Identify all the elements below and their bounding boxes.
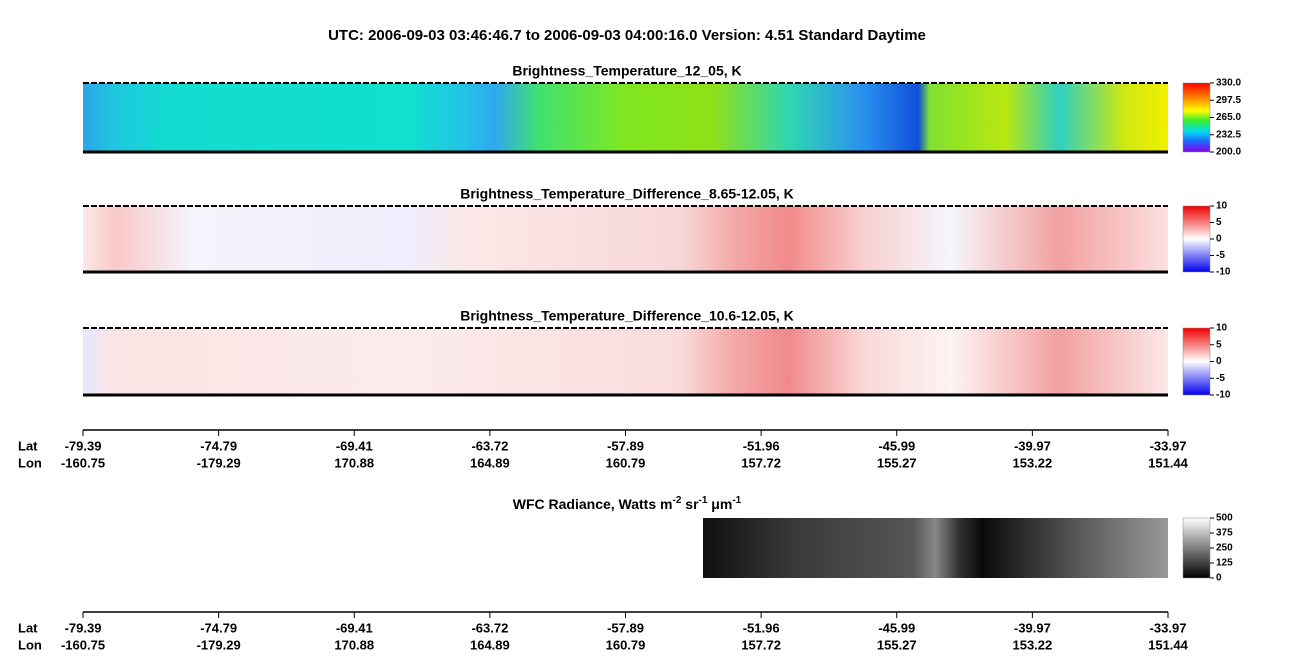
lon-value: -179.29 — [197, 637, 241, 652]
panel-title: Brightness_Temperature_12_05, K — [512, 63, 741, 79]
lat-label: Lat — [18, 438, 38, 453]
title-part: μm — [707, 496, 732, 512]
title-part: -1 — [699, 495, 708, 506]
lat-value: -45.99 — [878, 438, 915, 453]
image — [703, 518, 1168, 578]
lat-value: -79.39 — [65, 620, 102, 635]
colorbar-label: 297.5 — [1216, 95, 1241, 106]
colorbar — [1182, 205, 1211, 273]
colorbar-label: 5 — [1216, 339, 1222, 350]
plots: Brightness_Temperature_12_05, K 330.0 297.… — [18, 63, 1241, 653]
lat-value: -33.97 — [1150, 620, 1187, 635]
lon-label: Lon — [18, 637, 42, 652]
lat-label: Lat — [18, 620, 38, 635]
image — [83, 206, 1168, 272]
lon-value: 157.72 — [741, 455, 781, 470]
lon-value: 160.79 — [606, 455, 646, 470]
colorbar-label: -10 — [1216, 390, 1231, 401]
page-title: UTC: 2006-09-03 03:46:46.7 to 2006-09-03… — [328, 27, 926, 44]
panel-title: WFC Radiance, Watts m-2 sr-1 μm-1 — [513, 495, 742, 512]
colorbar-label: 10 — [1216, 201, 1228, 212]
colorbar-label: 10 — [1216, 323, 1228, 334]
colorbar-label: 200.0 — [1216, 147, 1241, 158]
lat-value: -51.96 — [743, 438, 780, 453]
panel-title: Brightness_Temperature_Difference_8.65-1… — [460, 186, 794, 202]
colorbar-label: -5 — [1216, 250, 1225, 261]
image — [83, 83, 1168, 152]
colorbar — [1182, 327, 1211, 396]
lon-value: 170.88 — [334, 637, 374, 652]
colorbar-label: 330.0 — [1216, 78, 1241, 89]
lat-value: -57.89 — [607, 438, 644, 453]
lat-value: -63.72 — [471, 438, 508, 453]
colorbar-label: 375 — [1216, 528, 1233, 539]
lat-value: -74.79 — [200, 438, 237, 453]
lon-value: 155.27 — [877, 637, 917, 652]
title-part: sr — [681, 496, 699, 512]
lat-value: -39.97 — [1014, 620, 1051, 635]
lon-value: 160.79 — [606, 637, 646, 652]
lat-value: -39.97 — [1014, 438, 1051, 453]
lat-value: -63.72 — [471, 620, 508, 635]
lon-value: -160.75 — [61, 455, 105, 470]
panel-title: Brightness_Temperature_Difference_10.6-1… — [460, 308, 794, 324]
colorbar — [1182, 517, 1211, 579]
title-part: -2 — [672, 495, 681, 506]
lon-label: Lon — [18, 455, 42, 470]
lat-value: -45.99 — [878, 620, 915, 635]
lat-value: -33.97 — [1150, 438, 1187, 453]
lon-value: 157.72 — [741, 637, 781, 652]
lon-value: 151.44 — [1148, 637, 1189, 652]
title-part: -1 — [732, 495, 741, 506]
lat-value: -57.89 — [607, 620, 644, 635]
image — [83, 328, 1168, 395]
colorbar-label: 500 — [1216, 513, 1233, 524]
lat-value: -69.41 — [336, 438, 373, 453]
colorbar-label: 5 — [1216, 217, 1222, 228]
lat-value: -74.79 — [200, 620, 237, 635]
colorbar-label: 125 — [1216, 558, 1233, 569]
lat-value: -69.41 — [336, 620, 373, 635]
colorbar-label: -10 — [1216, 267, 1231, 278]
lon-value: 164.89 — [470, 637, 510, 652]
lon-value: 151.44 — [1148, 455, 1189, 470]
lon-value: 153.22 — [1012, 455, 1052, 470]
lon-value: -179.29 — [197, 455, 241, 470]
colorbar — [1182, 82, 1211, 153]
colorbar-label: 0 — [1216, 356, 1222, 367]
colorbar-label: 0 — [1216, 234, 1222, 245]
lon-value: -160.75 — [61, 637, 105, 652]
lat-value: -51.96 — [743, 620, 780, 635]
title-part: WFC Radiance, Watts m — [513, 496, 673, 512]
lon-value: 153.22 — [1012, 637, 1052, 652]
lon-value: 170.88 — [334, 455, 374, 470]
colorbar-label: 0 — [1216, 573, 1222, 584]
lat-value: -79.39 — [65, 438, 102, 453]
colorbar-label: 250 — [1216, 543, 1233, 554]
colorbar-label: 265.0 — [1216, 112, 1241, 123]
colorbar-label: 232.5 — [1216, 129, 1241, 140]
lon-value: 155.27 — [877, 455, 917, 470]
colorbar-label: -5 — [1216, 373, 1225, 384]
lon-value: 164.89 — [470, 455, 510, 470]
